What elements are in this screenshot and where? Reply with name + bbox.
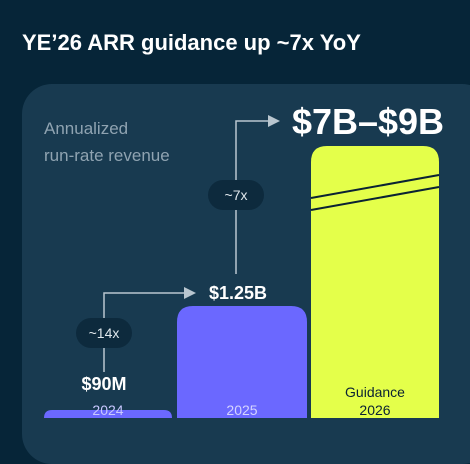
chart-title: Annualized run-rate revenue bbox=[44, 115, 170, 169]
growth-badge-label: ~14x bbox=[89, 325, 120, 341]
growth-badge bbox=[208, 180, 264, 210]
bar-2024 bbox=[44, 410, 172, 418]
chart-title-line-1: Annualized bbox=[44, 119, 129, 138]
growth-arrowhead bbox=[184, 287, 196, 299]
value-label: $1.25B bbox=[209, 283, 267, 303]
bar-chart: 2024 2025 Guidance 2026 $90M $1.25B $7B–$9B ~14… bbox=[44, 101, 444, 418]
category-label: 2026 bbox=[359, 402, 390, 418]
growth-badge bbox=[76, 318, 132, 348]
bar-2025 bbox=[177, 306, 307, 418]
page-title: YE’26 ARR guidance up ~7x YoY bbox=[22, 30, 361, 55]
bar-guidance-2026 bbox=[311, 146, 439, 418]
value-label: $90M bbox=[81, 374, 126, 394]
axis-break-line bbox=[310, 174, 440, 199]
category-label: Guidance bbox=[345, 384, 405, 400]
growth-arrowhead bbox=[268, 115, 280, 127]
category-label: 2024 bbox=[92, 402, 123, 418]
growth-badge-label: ~7x bbox=[225, 187, 248, 203]
category-label: 2025 bbox=[226, 402, 257, 418]
chart-title-line-2: run-rate revenue bbox=[44, 146, 170, 165]
growth-arrow bbox=[235, 120, 270, 274]
value-label: $7B–$9B bbox=[292, 101, 444, 142]
axis-break-line bbox=[310, 186, 440, 211]
